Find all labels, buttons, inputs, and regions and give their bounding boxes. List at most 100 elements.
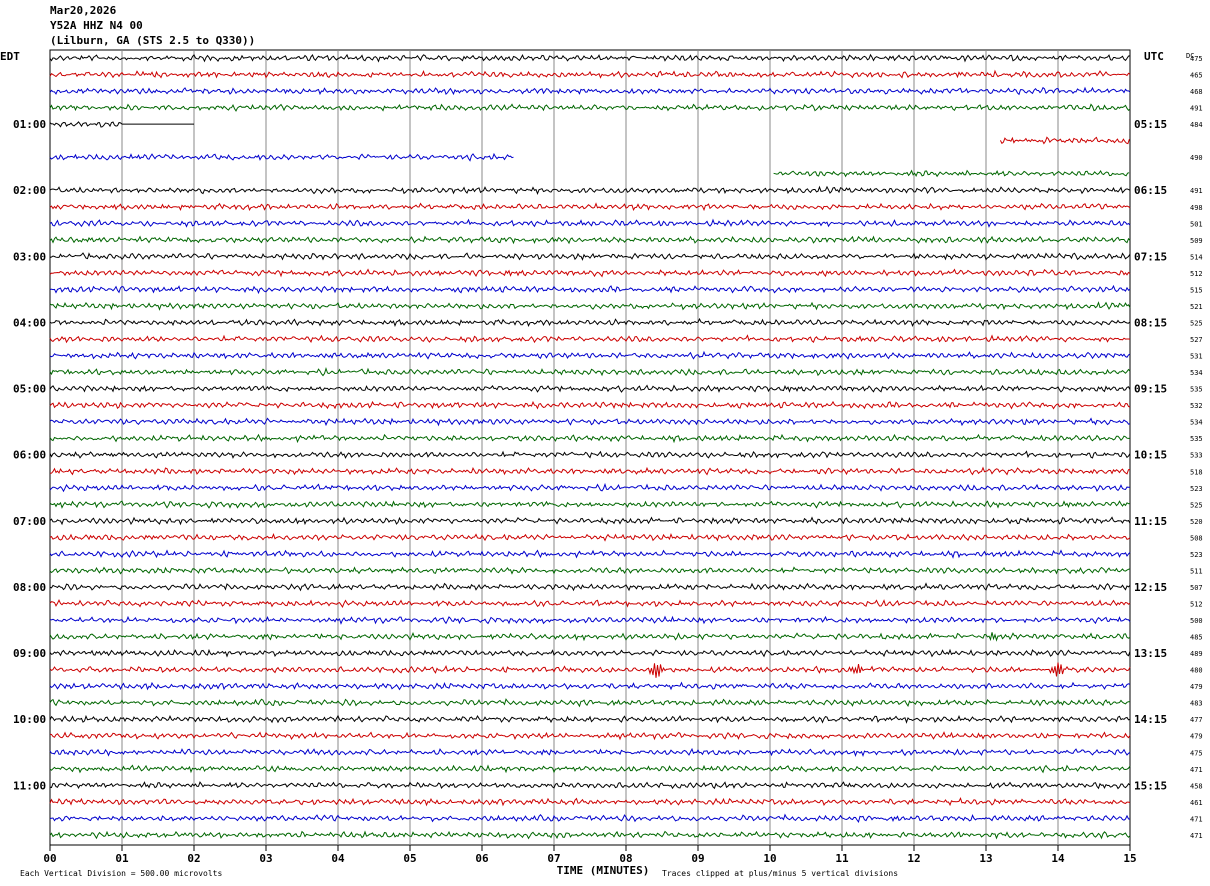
edt-hour-label: 11:00 [13,779,46,792]
seismic-trace [49,317,1131,328]
seismic-trace [49,366,1131,377]
seismic-trace [49,284,1131,295]
seismic-trace [49,334,1131,344]
edt-label: EDT [0,50,20,63]
clip-note: Traces clipped at plus/minus 5 vertical … [662,869,898,878]
utc-hour-label: 06:15 [1134,184,1167,197]
utc-hour-label: 13:15 [1134,647,1167,660]
seismic-trace [49,185,1131,195]
seismic-trace [49,632,1131,642]
seismic-trace [49,781,1131,790]
seismic-trace [49,86,1131,96]
seismic-trace [49,731,1131,741]
dc-offset-label: 523 [1190,485,1203,493]
x-tick-label: 10 [763,852,776,865]
edt-hour-label: 09:00 [13,647,46,660]
seismic-trace [49,549,1131,559]
seismic-trace [49,350,1131,360]
station-code: Y52A HHZ N4 00 [50,19,143,32]
dc-offset-label: 501 [1190,220,1203,228]
x-tick-label: 09 [691,852,704,865]
seismic-trace [49,417,1131,427]
utc-hour-label: 05:15 [1134,118,1167,131]
x-tick-label: 04 [331,852,345,865]
scale-note: Each Vertical Division = 500.00 microvol… [20,869,222,878]
dc-offset-label: 484 [1190,121,1203,129]
x-axis-label: TIME (MINUTES) [557,864,650,877]
dc-offset-label: 534 [1190,369,1203,377]
seismic-trace [49,615,1131,625]
utc-hour-label: 14:15 [1134,713,1167,726]
utc-label: UTC [1144,50,1164,63]
seismic-trace [49,714,1131,724]
seismic-trace [49,796,1131,807]
utc-hour-label: 07:15 [1134,250,1167,263]
x-tick-label: 02 [187,852,200,865]
dc-offset-label: 518 [1190,468,1203,476]
x-tick-label: 12 [907,852,920,865]
x-tick-label: 14 [1051,852,1065,865]
x-tick-label: 07 [547,852,560,865]
dc-offset-label: 483 [1190,700,1203,708]
seismic-trace [49,466,1131,476]
seismic-trace [49,648,1131,658]
dc-offset-label: 500 [1190,617,1203,625]
seismic-trace [49,202,1131,212]
dc-offset-label: 475 [1190,749,1203,757]
dc-offset-label: 521 [1190,303,1203,311]
dc-offset-label: 534 [1190,419,1203,427]
x-tick-label: 00 [43,852,56,865]
seismic-trace [49,433,1130,444]
seismic-trace [49,681,1131,691]
dc-offset-label: 535 [1190,435,1203,443]
x-tick-label: 13 [979,852,992,865]
x-tick-label: 03 [259,852,272,865]
plot-date: Mar20,2026 [50,4,117,17]
plot-border [49,49,1131,846]
seismic-trace [49,566,1131,575]
dc-offset-label: 485 [1190,634,1203,642]
dc-offset-label: 532 [1190,402,1203,410]
dc-offset-label: 465 [1190,72,1203,80]
dc-offset-label: 525 [1190,501,1203,509]
dc-offset-label: 477 [1190,716,1203,724]
edt-hour-label: 08:00 [13,581,46,594]
dc-offset-label: 527 [1190,336,1203,344]
dc-offset-label: 523 [1190,551,1203,559]
seismic-trace [49,747,1131,757]
seismic-trace [49,582,1131,592]
dc-offset-label: 520 [1190,518,1203,526]
x-tick-label: 08 [619,852,632,865]
dc-offset-label: 531 [1190,353,1203,361]
dc-label: DC [1186,52,1194,60]
utc-hour-label: 09:15 [1134,383,1167,396]
dc-offset-label: 471 [1190,815,1203,823]
dc-offset-label: 489 [1190,650,1203,658]
x-tick-label: 15 [1123,852,1136,865]
seismic-trace [49,764,1131,774]
seismic-trace [49,53,1131,63]
dc-offset-label: 479 [1190,733,1203,741]
dc-offset-label: 471 [1190,766,1203,774]
utc-hour-label: 11:15 [1134,515,1167,528]
seismic-trace [49,218,1131,228]
seismic-trace [49,121,194,128]
dc-offset-label: 512 [1190,600,1203,608]
dc-offset-label: 535 [1190,386,1203,394]
utc-hour-label: 10:15 [1134,449,1167,462]
dc-offset-label: 458 [1190,782,1203,790]
trace-group [49,53,1131,840]
dc-offset-label: 471 [1190,832,1203,840]
seismic-trace [49,252,1131,261]
seismic-trace [49,599,1131,608]
seismic-trace [49,103,1131,112]
dc-offset-label: 515 [1190,286,1203,294]
dc-offset-label: 468 [1190,88,1203,96]
dc-offset-label: 491 [1190,105,1203,113]
dc-offset-label: 479 [1190,683,1203,691]
dc-offset-label: 475 [1190,55,1203,63]
seismic-trace [49,482,1131,493]
seismic-trace [49,268,1131,278]
edt-hour-label: 01:00 [13,118,46,131]
